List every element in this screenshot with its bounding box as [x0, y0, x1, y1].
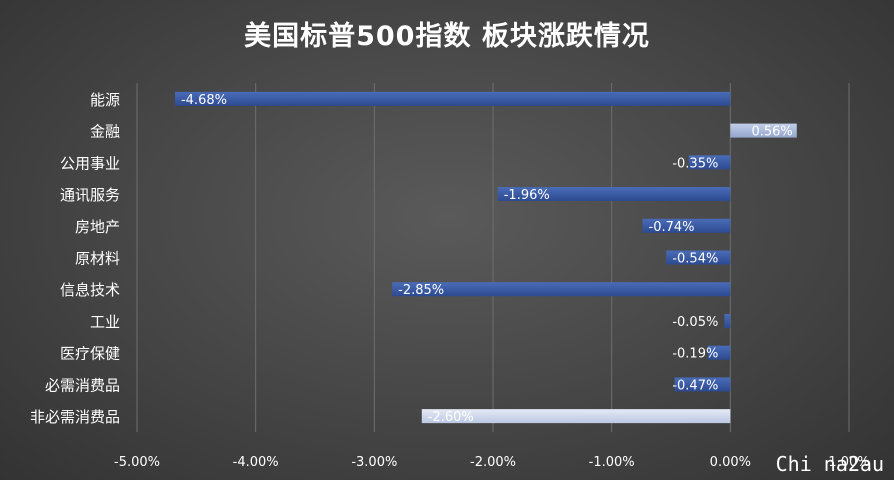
x-tick-label: -3.00% [351, 455, 397, 470]
bar [642, 218, 731, 233]
bar [392, 282, 731, 297]
bar [174, 91, 731, 106]
data-label: -0.35% [672, 156, 718, 171]
data-label: 0.56% [751, 125, 792, 140]
data-label: -2.85% [398, 283, 444, 298]
bar [724, 313, 731, 328]
x-tick-label: -2.00% [470, 455, 516, 470]
category-label: 公用事业 [60, 154, 120, 172]
x-tick-label: -4.00% [233, 455, 279, 470]
category-label: 能源 [90, 91, 120, 109]
data-label: -0.47% [672, 378, 718, 393]
watermark: Chi na2au [775, 452, 884, 476]
category-label: 通讯服务 [60, 186, 120, 204]
x-tick-label: 0.00% [710, 455, 751, 470]
chart-title: 美国标普500指数 板块涨跌情况 [244, 21, 650, 52]
category-label: 信息技术 [60, 281, 120, 299]
data-label: -0.05% [672, 315, 718, 330]
bar [730, 123, 797, 138]
bar [497, 187, 731, 202]
data-label: -2.60% [428, 410, 474, 425]
category-label: 非必需消费品 [30, 408, 120, 426]
category-label: 必需消费品 [45, 376, 120, 394]
data-label: -0.74% [649, 220, 695, 235]
x-tick-label: -5.00% [114, 455, 160, 470]
bar [674, 377, 731, 392]
bars [174, 91, 797, 424]
data-labels: -4.68% 0.56% -0.35% -1.96% -0.74% -0.54% -2.85… [181, 93, 793, 425]
bar [421, 409, 731, 424]
data-label: -0.54% [672, 252, 718, 267]
bar [666, 250, 731, 265]
x-axis-tick-labels: -5.00% -4.00% -3.00% -2.00% -1.00% 0.00% 1.00% [114, 455, 870, 470]
data-label: -4.68% [181, 93, 227, 108]
category-label: 医疗保健 [60, 345, 120, 363]
x-tick-label: 1.00% [828, 455, 869, 470]
data-label: -1.96% [504, 188, 550, 203]
bar [707, 345, 731, 360]
category-label: 原材料 [75, 250, 120, 268]
bar [688, 155, 731, 170]
category-label: 工业 [90, 313, 120, 331]
x-tick-label: -1.00% [589, 455, 635, 470]
category-label: 金融 [90, 123, 120, 141]
data-label: -0.19% [672, 347, 718, 362]
category-label: 房地产 [75, 218, 120, 236]
